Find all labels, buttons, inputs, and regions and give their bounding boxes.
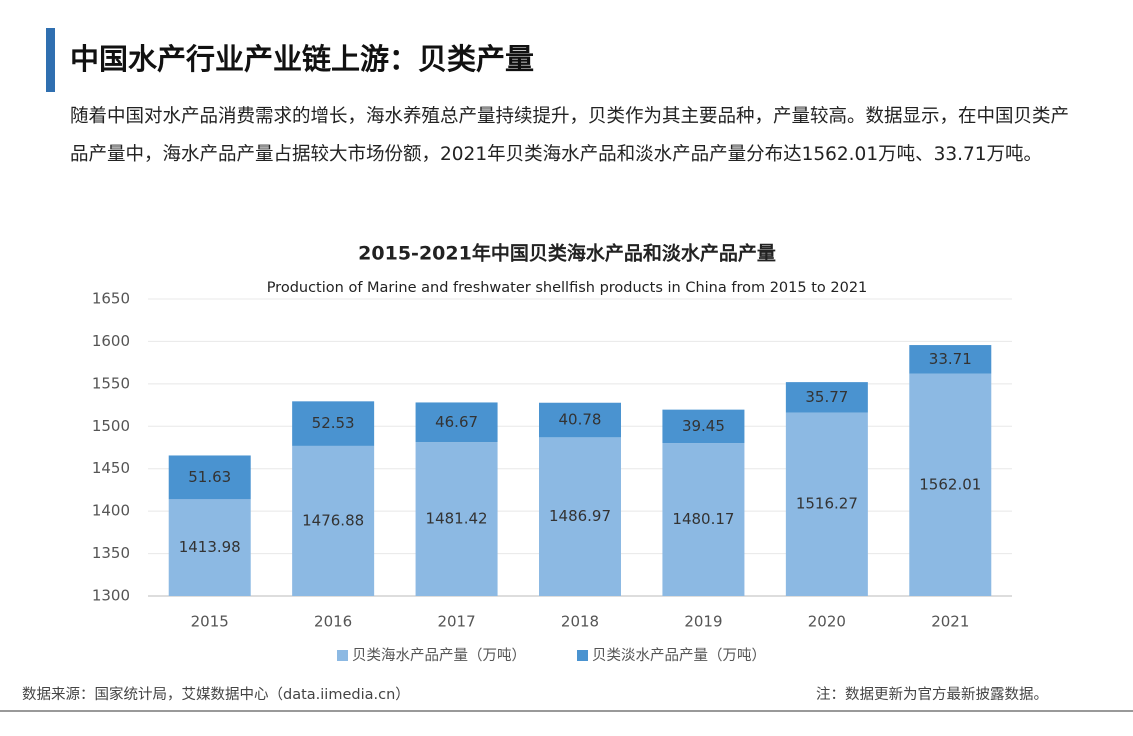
data-label: 1516.27 <box>796 495 858 513</box>
bar-segment <box>909 373 992 596</box>
data-label: 1486.97 <box>549 507 611 525</box>
x-tick-label: 2021 <box>931 613 969 631</box>
chart-title: 2015-2021年中国贝类海水产品和淡水产品产量 <box>358 242 776 265</box>
y-tick-label: 1300 <box>92 587 130 605</box>
note: 注：数据更新为官方最新披露数据。 <box>816 686 1048 703</box>
footer-line <box>0 710 1133 712</box>
data-label: 1413.98 <box>179 538 241 556</box>
x-tick-label: 2016 <box>314 613 352 631</box>
legend-swatch <box>337 650 348 661</box>
x-tick-label: 2020 <box>808 613 846 631</box>
y-tick-label: 1350 <box>92 544 130 562</box>
x-tick-label: 2019 <box>684 613 722 631</box>
data-label: 46.67 <box>435 413 478 431</box>
y-tick-label: 1550 <box>92 374 130 392</box>
data-label: 1562.01 <box>919 475 981 493</box>
y-tick-label: 1450 <box>92 459 130 477</box>
y-tick-label: 1500 <box>92 417 130 435</box>
x-tick-label: 2018 <box>561 613 599 631</box>
data-label: 40.78 <box>559 411 602 429</box>
paragraph: 随着中国对水产品消费需求的增长，海水养殖总产量持续提升，贝类作为其主要品种，产量… <box>70 106 1070 165</box>
bar-segment <box>662 443 745 596</box>
bar-segment <box>785 382 868 413</box>
bar-segment <box>415 442 498 596</box>
source: 数据来源：国家统计局，艾媒数据中心（data.iimedia.cn） <box>22 686 410 703</box>
data-label: 35.77 <box>805 388 848 406</box>
data-label: 33.71 <box>929 350 972 368</box>
legend-label: 贝类淡水产品产量（万吨） <box>592 647 766 664</box>
bar-segment <box>785 412 868 596</box>
bar-segment <box>662 409 745 444</box>
accent-bar <box>46 28 55 92</box>
chart-subtitle: Production of Marine and freshwater shel… <box>267 280 868 296</box>
data-label: 52.53 <box>312 414 355 432</box>
data-label: 1476.88 <box>302 511 364 529</box>
x-tick-label: 2017 <box>437 613 475 631</box>
data-label: 1480.17 <box>672 510 734 528</box>
page-title: 中国水产行业产业链上游：贝类产量 <box>70 42 535 76</box>
bar-segment <box>292 445 375 596</box>
data-label: 51.63 <box>188 468 231 486</box>
y-tick-label: 1600 <box>92 332 130 350</box>
bar-segment <box>292 401 375 446</box>
y-tick-label: 1400 <box>92 502 130 520</box>
legend-swatch <box>577 650 588 661</box>
bar-segment <box>539 437 621 596</box>
bar-segment <box>539 402 621 438</box>
data-label: 39.45 <box>682 417 725 435</box>
x-tick-label: 2015 <box>191 613 229 631</box>
legend-label: 贝类海水产品产量（万吨） <box>352 647 526 664</box>
bar-segment <box>909 345 992 374</box>
bar-segment <box>168 455 251 500</box>
y-tick-label: 1650 <box>92 290 130 308</box>
bar-segment <box>168 499 251 596</box>
data-label: 1481.42 <box>426 510 488 528</box>
bar-segment <box>415 402 498 443</box>
